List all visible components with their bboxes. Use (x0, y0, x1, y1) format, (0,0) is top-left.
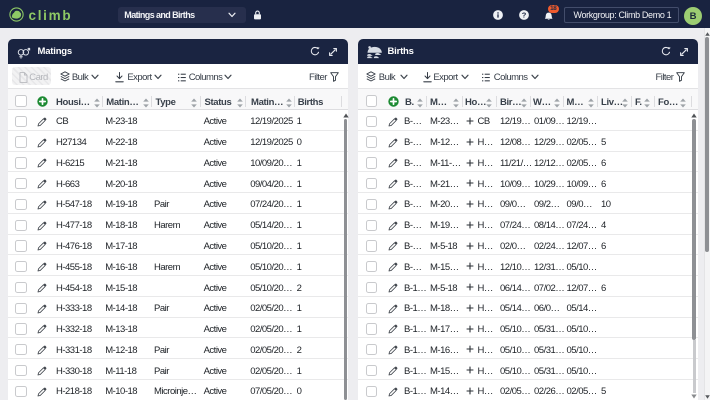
svg-text:?: ? (521, 11, 526, 20)
